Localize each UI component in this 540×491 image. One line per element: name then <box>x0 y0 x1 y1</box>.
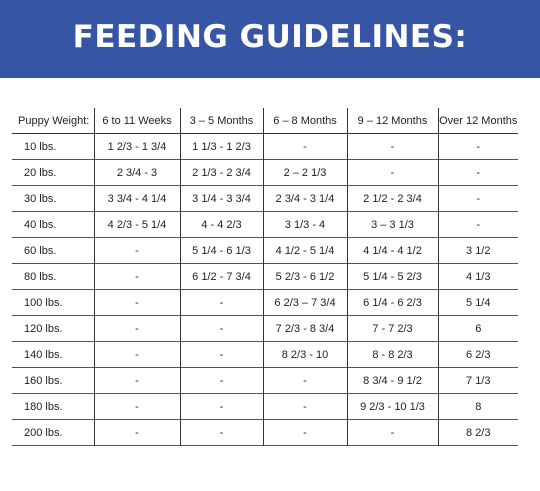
amount-cell: 2 – 2 1/3 <box>263 159 348 186</box>
amount-cell: 5 1/4 - 6 1/3 <box>180 237 264 264</box>
amount-cell: - <box>180 289 264 316</box>
amount-cell: 8 3/4 - 9 1/2 <box>347 367 439 394</box>
amount-cell: 3 1/3 - 4 <box>263 211 348 238</box>
amount-cell: 5 1/4 <box>466 296 491 309</box>
amount-cell: 3 – 3 1/3 <box>347 211 439 238</box>
amount-cell: - <box>263 133 348 160</box>
amount-cell: - <box>94 237 181 264</box>
amount-cell: 9 2/3 - 10 1/3 <box>347 393 439 420</box>
weight-cell: 20 lbs. <box>12 159 95 186</box>
amount-cell: - <box>347 133 439 160</box>
table-row: 30 lbs. 3 3/4 - 4 1/4 3 1/4 - 3 3/4 2 3/4 -… <box>12 185 518 212</box>
amount-cell: 4 1/2 - 5 1/4 <box>263 237 348 264</box>
amount-cell: - <box>94 341 181 368</box>
amount-cell: 6 1/2 - 7 3/4 <box>180 263 264 290</box>
amount-cell: 4 - 4 2/3 <box>180 211 264 238</box>
weight-cell: 80 lbs. <box>12 263 95 290</box>
amount-cell: - <box>476 166 481 179</box>
weight-cell: 180 lbs. <box>12 393 95 420</box>
amount-cell: 5 1/4 - 5 2/3 <box>347 263 439 290</box>
amount-cell: 2 3/4 - 3 1/4 <box>263 185 348 212</box>
table-body: 10 lbs. 1 2/3 - 1 3/4 1 1/3 - 1 2/3- - -20 l… <box>12 133 518 446</box>
amount-cell: 8 <box>475 400 482 413</box>
amount-cell: 3 1/4 - 3 3/4 <box>180 185 264 212</box>
amount-cell: - <box>94 367 181 394</box>
weight-cell: 40 lbs. <box>12 211 95 238</box>
amount-cell: 7 2/3 - 8 3/4 <box>263 315 348 342</box>
table-row: 80 lbs. -6 1/2 - 7 3/4 5 2/3 - 6 1/2 5 1/4 … <box>12 263 518 290</box>
weight-cell: 160 lbs. <box>12 367 95 394</box>
header-puppy-weight: Puppy Weight: <box>12 108 95 134</box>
amount-cell: - <box>180 367 264 394</box>
amount-cell: - <box>180 341 264 368</box>
amount-cell: 4 1/3 <box>466 270 491 283</box>
header-6-8-months: 6 – 8 Months <box>263 108 348 134</box>
amount-cell: 8 2/3 - 10 <box>263 341 348 368</box>
amount-cell: 6 <box>475 322 482 335</box>
amount-cell: - <box>94 289 181 316</box>
amount-cell: - <box>263 419 348 446</box>
amount-cell: 1 1/3 - 1 2/3 <box>180 133 264 160</box>
feeding-table-container: Puppy Weight: 6 to 11 Weeks 3 – 5 Months… <box>12 108 518 446</box>
amount-cell: 6 2/3 <box>466 348 491 361</box>
amount-cell: 3 1/2 <box>466 244 491 257</box>
weight-cell: 200 lbs. <box>12 419 95 446</box>
weight-cell: 60 lbs. <box>12 237 95 264</box>
amount-cell: 2 3/4 - 3 <box>94 159 181 186</box>
table-row: 120 lbs. - -7 2/3 - 8 3/4 7 - 7 2/3 6 <box>12 315 518 342</box>
amount-cell: - <box>94 419 181 446</box>
table-row: 60 lbs. -5 1/4 - 6 1/3 4 1/2 - 5 1/4 4 1/4 … <box>12 237 518 264</box>
amount-cell: - <box>180 419 264 446</box>
amount-cell: 7 - 7 2/3 <box>347 315 439 342</box>
header-9-12-months: 9 – 12 Months <box>347 108 439 134</box>
table-row: 140 lbs. - -8 2/3 - 10 8 - 8 2/3 6 2/3 <box>12 341 518 368</box>
table-row: 100 lbs. - -6 2/3 – 7 3/4 6 1/4 - 6 2/3 5 1/… <box>12 289 518 316</box>
amount-cell: - <box>180 315 264 342</box>
table-row: 160 lbs. - - -8 3/4 - 9 1/2 7 1/3 <box>12 367 518 394</box>
amount-cell: 3 3/4 - 4 1/4 <box>94 185 181 212</box>
amount-cell: - <box>476 192 481 205</box>
weight-cell: 30 lbs. <box>12 185 95 212</box>
amount-cell: - <box>263 367 348 394</box>
amount-cell: 8 - 8 2/3 <box>347 341 439 368</box>
weight-cell: 140 lbs. <box>12 341 95 368</box>
weight-cell: 120 lbs. <box>12 315 95 342</box>
amount-cell: 4 2/3 - 5 1/4 <box>94 211 181 238</box>
weight-cell: 100 lbs. <box>12 289 95 316</box>
amount-cell: 7 1/3 <box>466 374 491 387</box>
header-6-to-11-weeks: 6 to 11 Weeks <box>94 108 181 134</box>
amount-cell: - <box>476 140 481 153</box>
feeding-table: Puppy Weight: 6 to 11 Weeks 3 – 5 Months… <box>12 108 518 446</box>
amount-cell: 2 1/3 - 2 3/4 <box>180 159 264 186</box>
amount-cell: - <box>94 315 181 342</box>
amount-cell: 8 2/3 <box>466 426 491 439</box>
table-header-row: Puppy Weight: 6 to 11 Weeks 3 – 5 Months… <box>12 108 518 134</box>
amount-cell: 1 2/3 - 1 3/4 <box>94 133 181 160</box>
amount-cell: - <box>347 419 439 446</box>
amount-cell: 6 1/4 - 6 2/3 <box>347 289 439 316</box>
amount-cell: - <box>94 263 181 290</box>
header-3-5-months: 3 – 5 Months <box>180 108 264 134</box>
table-row: 180 lbs. - - -9 2/3 - 10 1/3 8 <box>12 393 518 420</box>
amount-cell: 2 1/2 - 2 3/4 <box>347 185 439 212</box>
page-title: FEEDING GUIDELINES: <box>72 19 468 55</box>
table-row: 10 lbs. 1 2/3 - 1 3/4 1 1/3 - 1 2/3- - - <box>12 133 518 160</box>
amount-cell: - <box>263 393 348 420</box>
amount-cell: - <box>476 218 481 231</box>
table-row: 200 lbs. - - - -8 2/3 <box>12 419 518 446</box>
header-over-12-months: Over 12 Months <box>439 114 518 127</box>
title-banner: FEEDING GUIDELINES: <box>0 0 540 78</box>
amount-cell: - <box>347 159 439 186</box>
weight-cell: 10 lbs. <box>12 133 95 160</box>
amount-cell: 4 1/4 - 4 1/2 <box>347 237 439 264</box>
amount-cell: - <box>94 393 181 420</box>
amount-cell: 6 2/3 – 7 3/4 <box>263 289 348 316</box>
amount-cell: - <box>180 393 264 420</box>
amount-cell: 5 2/3 - 6 1/2 <box>263 263 348 290</box>
